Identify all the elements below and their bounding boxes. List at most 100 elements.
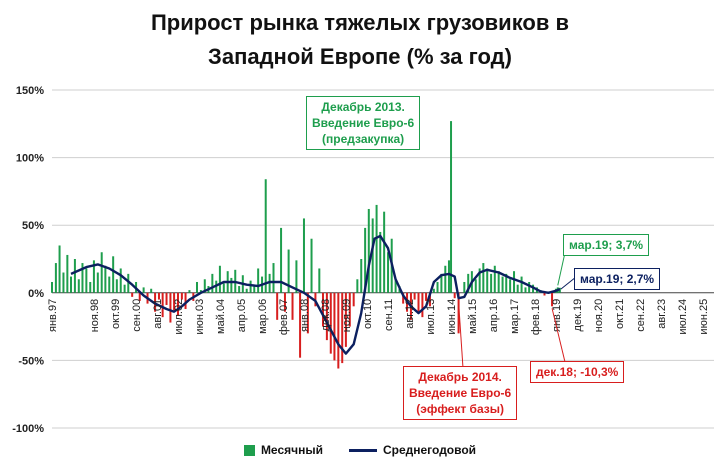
bar — [478, 268, 481, 293]
x-tick-label: сен.11 — [383, 299, 395, 331]
bar — [379, 231, 382, 293]
annotation-line: Введение Евро-6 — [312, 116, 415, 130]
bar — [272, 263, 275, 293]
annotation-line: дек.18; -10,3% — [536, 365, 619, 379]
annotation-dec18: дек.18; -10,3% — [530, 361, 625, 383]
x-tick-label: ноя.09 — [341, 299, 353, 332]
bar — [352, 292, 355, 307]
x-tick-label: июл.24 — [677, 299, 689, 335]
x-tick-label: июн.14 — [446, 299, 458, 335]
y-tick-label: 0% — [28, 288, 44, 300]
bar — [161, 292, 164, 318]
x-tick-label: янв.19 — [551, 299, 563, 332]
annotation-line: мар.19; 3,7% — [569, 238, 644, 252]
bar — [264, 179, 267, 293]
bar — [123, 284, 126, 293]
bar — [218, 265, 221, 293]
annotation-dec2013: Декабрь 2013. Введение Евро-6 (предзакуп… — [306, 96, 421, 150]
x-tick-label: янв.08 — [299, 299, 311, 332]
bar — [176, 292, 179, 316]
bar — [245, 288, 248, 293]
bar — [54, 263, 57, 293]
bar — [325, 292, 328, 341]
y-tick-labels: 150% 100% 50% 0% -50% -100% — [12, 85, 44, 435]
annotation-mar19-avg: мар.19; 2,7% — [574, 268, 661, 290]
bar — [115, 279, 118, 293]
bar — [157, 292, 160, 300]
bar — [344, 292, 347, 347]
bar — [371, 218, 374, 293]
bar — [77, 279, 80, 293]
legend-swatch-line — [348, 448, 377, 452]
x-tick-label: мар.06 — [257, 299, 269, 334]
bar — [100, 252, 103, 293]
x-tick-label: фев.18 — [530, 299, 542, 335]
annotation-leader — [560, 276, 577, 290]
bar — [450, 121, 453, 293]
bar — [486, 268, 489, 293]
bar — [367, 208, 370, 293]
bar — [493, 265, 496, 293]
bar — [173, 292, 176, 311]
x-tick-label: июл.02 — [173, 299, 185, 335]
bar — [222, 283, 225, 293]
y-tick-label: 50% — [22, 220, 44, 232]
bar — [195, 281, 198, 293]
bar — [509, 279, 512, 293]
bar — [524, 287, 527, 293]
chart-title-line-1: Прирост рынка тяжелых грузовиков в — [150, 10, 570, 35]
bar — [387, 252, 390, 293]
legend-item-average: Среднегодовой — [348, 443, 476, 457]
bar — [51, 281, 53, 293]
bar — [211, 273, 214, 293]
legend-label-monthly: Месячный — [260, 443, 323, 457]
bar — [318, 268, 321, 293]
bar — [184, 292, 187, 310]
bar — [413, 292, 416, 300]
x-tick-label: дек.08 — [320, 299, 332, 332]
bar — [360, 259, 363, 293]
bar — [447, 260, 450, 293]
bar — [356, 279, 359, 293]
annotation-leaders — [450, 123, 577, 369]
x-tick-label: июн.03 — [194, 299, 206, 335]
bar — [497, 271, 500, 293]
bar — [138, 292, 141, 301]
bar — [302, 218, 305, 293]
x-tick-labels: янв.97 ноя.98 окт.99 сен.00 авг.01 июл.02 июн.… — [47, 299, 710, 335]
x-tick-label: июл.13 — [425, 299, 437, 335]
bar — [283, 292, 286, 312]
bar — [417, 292, 420, 314]
y-tick-label: 100% — [16, 153, 44, 165]
bar — [467, 273, 470, 293]
bar — [268, 273, 271, 293]
annotation-leader — [551, 308, 566, 363]
bar — [188, 290, 191, 293]
bar — [453, 292, 456, 299]
bar — [280, 227, 283, 293]
bar — [89, 281, 92, 293]
bar — [287, 249, 290, 293]
line-series-average — [70, 234, 561, 355]
bar — [394, 279, 397, 293]
x-tick-label: июн.25 — [698, 299, 710, 335]
bar — [112, 256, 115, 293]
x-tick-label: дек.19 — [572, 299, 584, 332]
x-tick-label: фев.07 — [278, 299, 290, 335]
bar — [457, 292, 460, 334]
bar — [291, 292, 294, 320]
bar — [81, 263, 84, 293]
bar — [402, 292, 405, 304]
x-tick-label: окт.10 — [362, 299, 374, 329]
bar — [180, 292, 183, 300]
bar — [70, 276, 73, 293]
bar — [85, 268, 88, 293]
line-average — [70, 234, 561, 355]
x-tick-label: апр.05 — [236, 299, 248, 332]
y-tick-label: -50% — [18, 355, 44, 367]
x-tick-label: окт.21 — [614, 299, 626, 329]
y-tick-label: -100% — [12, 423, 44, 435]
bar — [92, 260, 95, 293]
bar — [62, 272, 65, 293]
